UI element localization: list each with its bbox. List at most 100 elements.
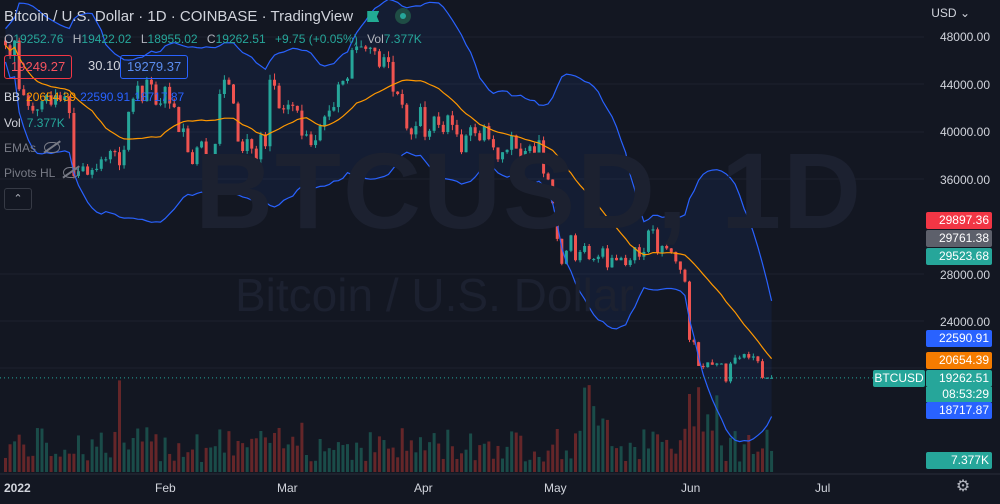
candle-body xyxy=(446,115,450,132)
volume-bar xyxy=(181,456,185,472)
y-tick: 40000.00 xyxy=(939,125,990,139)
volume-bar xyxy=(304,454,308,472)
volume-bar xyxy=(168,453,172,472)
collapse-legend-button[interactable]: ⌃ xyxy=(4,188,32,210)
buy-button[interactable]: 19279.37 xyxy=(120,55,189,79)
volume-bar xyxy=(610,446,614,472)
volume-bar xyxy=(263,437,267,472)
volume-bar xyxy=(259,430,263,472)
volume-bar xyxy=(450,446,454,472)
candle-body xyxy=(254,148,258,160)
volume-bar xyxy=(738,461,742,472)
hidden-eye-icon[interactable] xyxy=(44,142,61,153)
candle-body xyxy=(460,134,463,153)
candle-body xyxy=(674,251,678,262)
candle-body xyxy=(751,356,755,358)
market-status-icon[interactable] xyxy=(395,8,412,24)
currency-selector[interactable]: USD ⌄ xyxy=(931,6,970,20)
flag-icon[interactable] xyxy=(367,11,380,22)
volume-bar xyxy=(145,427,149,472)
spread-value: 30.10 xyxy=(88,58,121,73)
candle-body xyxy=(327,110,331,117)
volume-bar xyxy=(528,459,532,472)
hidden-eye-icon[interactable] xyxy=(63,167,80,178)
candle-body xyxy=(355,46,359,51)
bb-lower-value: 18717.87 xyxy=(134,90,185,104)
volume-bar xyxy=(323,451,327,472)
price-label-green: 29523.68 xyxy=(926,248,992,265)
candle-body xyxy=(323,116,327,127)
gear-icon[interactable]: ⚙ xyxy=(955,478,971,495)
candle-body xyxy=(113,151,117,153)
candle-body xyxy=(58,95,62,100)
candle-body xyxy=(163,86,167,104)
volume-bar xyxy=(295,445,299,472)
volume-bar xyxy=(742,444,746,472)
pivots-legend[interactable]: Pivots HL xyxy=(4,166,80,180)
bar-countdown: 08:53:29 xyxy=(926,387,992,402)
change-value: +9.75 (+0.05%) xyxy=(275,32,358,46)
volume-bar xyxy=(551,444,555,472)
volume-bar xyxy=(482,443,486,472)
candle-body xyxy=(578,251,582,261)
volume-bar xyxy=(460,453,463,472)
candle-body xyxy=(692,339,696,343)
x-tick: 2022 xyxy=(4,481,31,495)
candle-body xyxy=(95,168,99,170)
candle-body xyxy=(200,141,204,148)
volume-bar xyxy=(54,453,58,472)
candle-body xyxy=(99,159,103,169)
chart-title[interactable]: Bitcoin / U.S. Dollar · 1D · COINBASE · … xyxy=(4,8,412,25)
volume-bar xyxy=(601,418,605,472)
volume-bar xyxy=(751,453,755,472)
sell-button[interactable]: 19249.27 xyxy=(4,55,73,79)
candle-body xyxy=(368,47,372,49)
candle-body xyxy=(724,363,728,382)
volume-bar xyxy=(40,428,44,472)
low-label: L xyxy=(140,32,148,46)
volume-bar xyxy=(149,441,153,472)
candle-body xyxy=(400,94,404,105)
volume-bar xyxy=(140,441,144,472)
candle-body xyxy=(710,362,714,365)
candle-body xyxy=(314,140,318,146)
candle-body xyxy=(382,57,386,67)
volume-bar xyxy=(172,460,176,472)
volume-bar xyxy=(478,445,482,472)
volume-bar xyxy=(218,429,222,472)
volume-bar xyxy=(519,435,523,472)
candle-body xyxy=(213,143,217,160)
emas-legend[interactable]: EMAs xyxy=(4,141,61,155)
volume-bar xyxy=(118,380,121,472)
candle-body xyxy=(596,256,600,260)
volume-bar xyxy=(227,431,231,472)
candle-body xyxy=(651,229,655,231)
interval[interactable]: 1D xyxy=(147,8,167,25)
price-label-gray: 29761.38 xyxy=(926,230,992,247)
volume-bar xyxy=(756,451,760,472)
bb-legend[interactable]: BB 20654.39 22590.91 18717.87 xyxy=(4,90,184,104)
volume-label: Vol xyxy=(367,32,384,46)
volume-bar xyxy=(268,442,272,472)
volume-bar xyxy=(428,442,432,472)
candle-body xyxy=(432,116,436,131)
candle-body xyxy=(268,79,272,147)
symbol-name[interactable]: Bitcoin / U.S. Dollar xyxy=(4,8,135,25)
candle-body xyxy=(291,104,295,106)
vol-legend[interactable]: Vol 7.377K xyxy=(4,116,65,130)
x-tick: Jul xyxy=(815,481,831,495)
candle-body xyxy=(574,235,577,261)
candle-body xyxy=(546,173,550,180)
candle-body xyxy=(396,91,400,94)
candle-body xyxy=(300,110,304,136)
volume-bar xyxy=(58,456,62,472)
volume-bar xyxy=(733,431,737,472)
candle-body xyxy=(615,257,619,261)
candlestick-series xyxy=(4,37,774,384)
volume-bar xyxy=(633,446,637,472)
bb-upper-value: 22590.91 xyxy=(80,90,131,104)
volume-bar xyxy=(715,395,719,472)
volume-bar xyxy=(770,450,774,472)
open-label: O xyxy=(4,32,14,46)
